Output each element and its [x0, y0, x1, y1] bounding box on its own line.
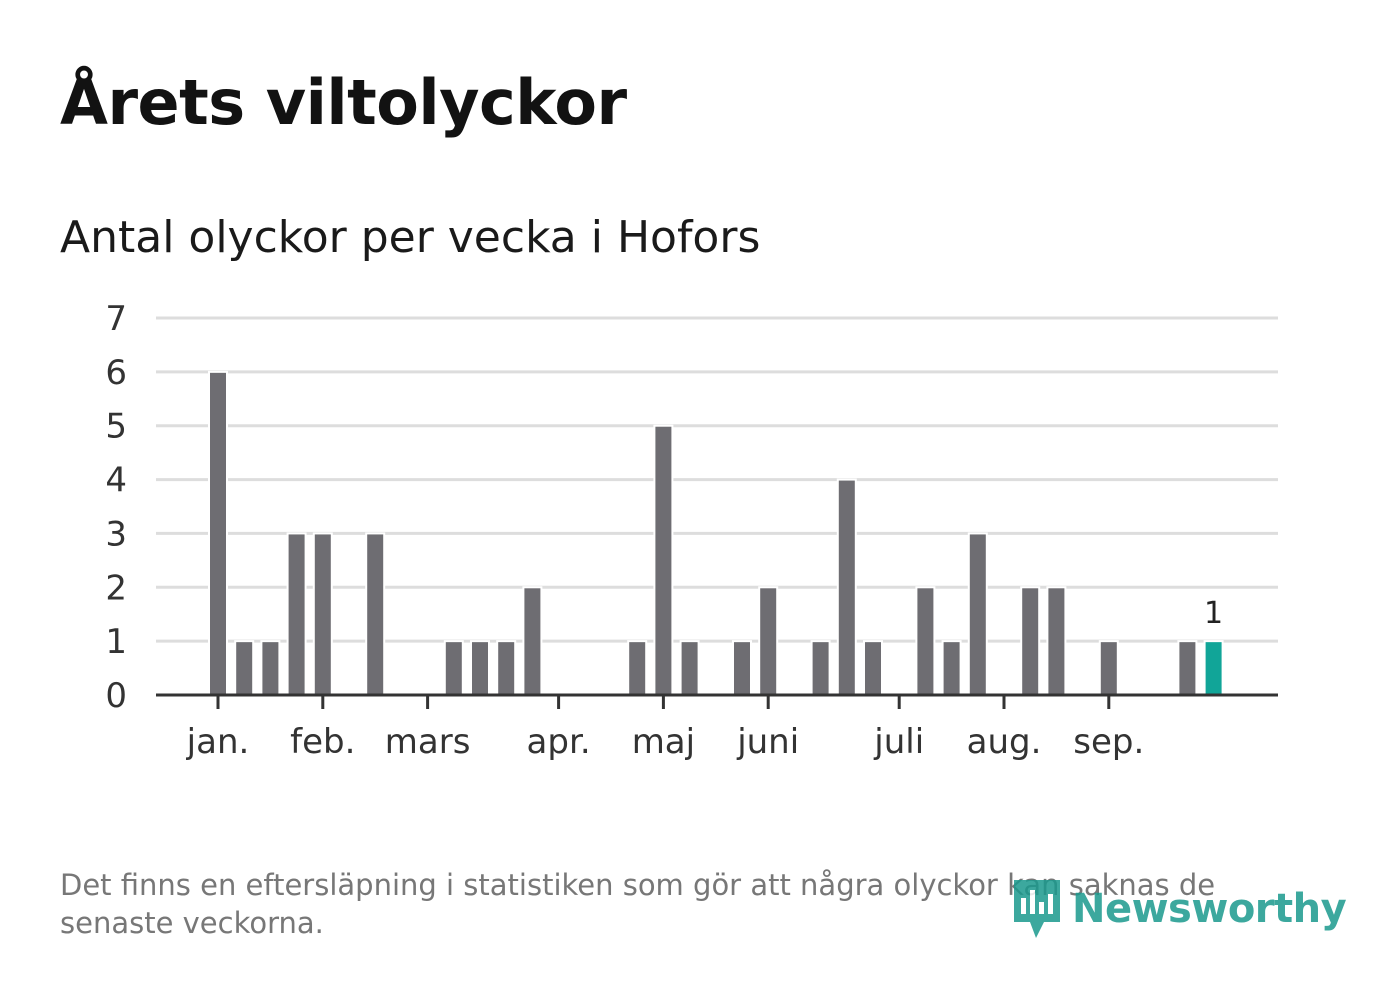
brand-name: Newsworthy: [1072, 886, 1347, 932]
x-tick-label: mars: [385, 722, 471, 762]
y-tick-label: 7: [105, 299, 127, 339]
bar: [286, 532, 307, 697]
bar-data-label: 1: [1204, 596, 1223, 631]
bar: [496, 640, 517, 697]
newsworthy-logo: Newsworthy: [1010, 874, 1347, 944]
x-tick-label: juli: [873, 722, 924, 762]
bar: [1046, 586, 1067, 696]
y-tick-label: 5: [105, 407, 127, 447]
bar: [758, 586, 779, 696]
bar: [234, 640, 255, 697]
bar: [967, 532, 988, 697]
x-tick-label: juni: [736, 722, 799, 762]
chart-subtitle: Antal olyckor per vecka i Hofors: [60, 212, 761, 263]
bar: [365, 532, 386, 697]
y-tick-label: 0: [105, 676, 127, 716]
bar: [443, 640, 464, 697]
gridlines: [156, 316, 1278, 643]
bar: [836, 478, 857, 697]
bar: [470, 640, 490, 697]
x-axis: [156, 693, 1278, 709]
bar: [732, 640, 752, 697]
bar-chart-speech-bubble-icon: [1014, 880, 1060, 938]
bar: [260, 640, 281, 697]
x-tick-label: sep.: [1073, 722, 1144, 762]
x-tick-label: maj: [632, 722, 695, 762]
y-tick-label: 3: [105, 514, 127, 554]
y-tick-label: 1: [105, 622, 127, 662]
bar: [1098, 640, 1119, 697]
y-tick-label: 6: [105, 353, 127, 393]
bar: [915, 586, 936, 696]
bar: [627, 640, 648, 697]
bar: [653, 424, 674, 696]
y-tick-label: 2: [105, 568, 127, 608]
bar: [1177, 640, 1198, 697]
bar: [863, 640, 883, 697]
x-tick-label: apr.: [527, 722, 591, 762]
bar: [208, 370, 228, 696]
bar: [522, 586, 543, 696]
bar: [312, 532, 333, 697]
x-tick-label: aug.: [967, 722, 1042, 762]
x-tick-label: feb.: [290, 722, 355, 762]
x-tick-label: jan.: [186, 722, 250, 762]
bar-chart: 0 1 2 3 4 5 6 7 1 jan. feb. mars apr. maj juni juli aug.…: [105, 299, 1278, 762]
chart-title: Årets viltolyckor: [60, 66, 627, 139]
axis-labels: 0 1 2 3 4 5 6 7 1 jan. feb. mars apr. maj juni juli aug.…: [105, 299, 1223, 762]
bar-highlight: [1203, 640, 1224, 697]
y-tick-label: 4: [105, 461, 127, 501]
bar: [941, 640, 962, 697]
bar: [679, 640, 700, 697]
bar: [1020, 586, 1041, 696]
bar: [810, 640, 831, 697]
bars: [208, 370, 1224, 697]
